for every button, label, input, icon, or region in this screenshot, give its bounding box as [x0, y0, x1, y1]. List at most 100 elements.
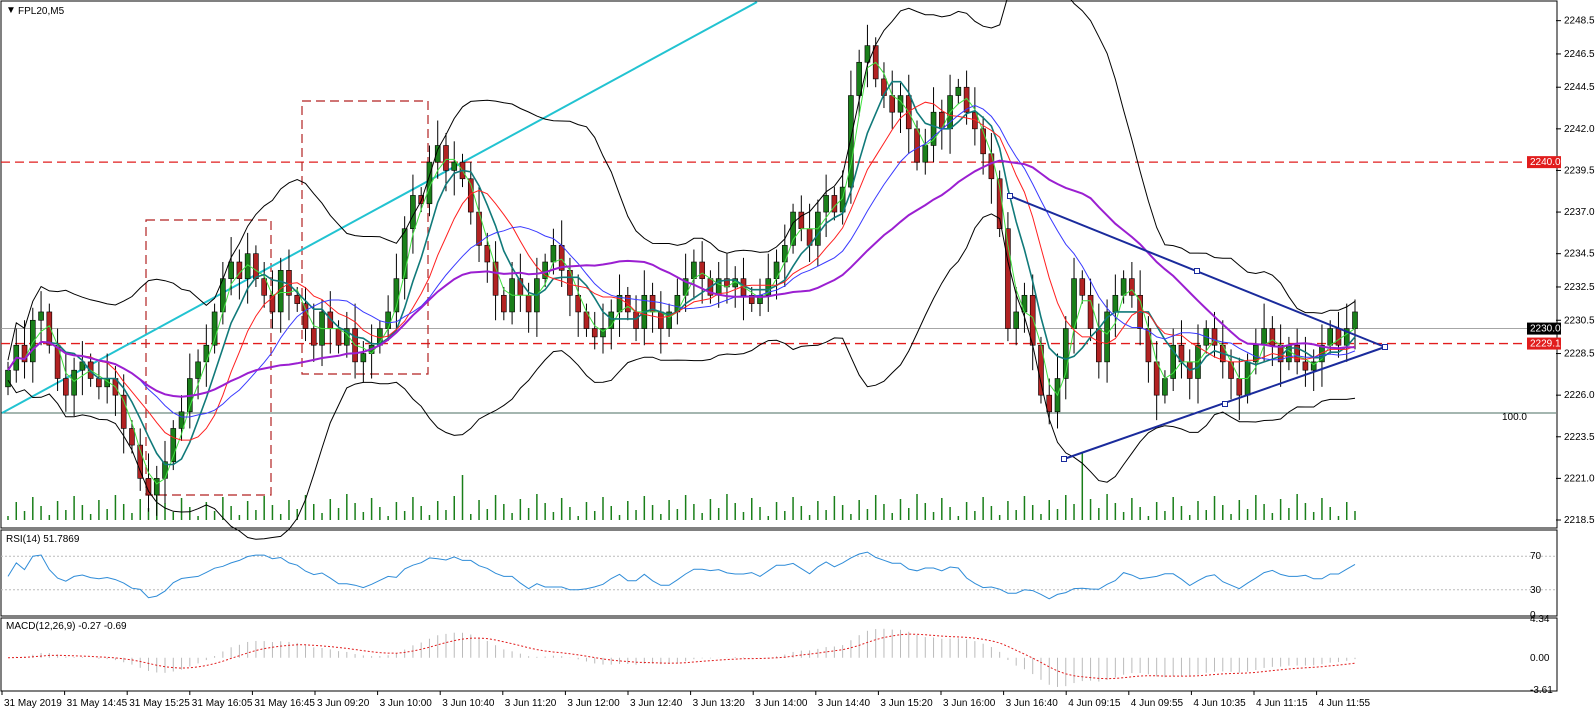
time-tick-label: 4 Jun 10:35	[1193, 698, 1246, 709]
current-price-box	[1527, 322, 1561, 335]
candle-body	[1079, 278, 1086, 296]
current-price-label: 2230.0	[1530, 324, 1561, 335]
candle-body	[467, 178, 474, 213]
candle-body	[748, 294, 755, 304]
price-tick-label: 2244.5	[1564, 82, 1595, 93]
candle-body	[38, 311, 44, 321]
candle-body	[46, 311, 53, 346]
candle-body	[1211, 328, 1218, 346]
candle-body	[1062, 328, 1069, 379]
time-tick-label: 3 Jun 14:00	[755, 698, 808, 709]
candle-body	[153, 478, 160, 496]
candle-body	[360, 353, 367, 363]
candle-body	[575, 294, 582, 313]
price-tick-label: 2232.5	[1564, 282, 1595, 293]
candle-body	[1021, 294, 1028, 313]
candle-body	[988, 153, 995, 180]
price-plot[interactable]	[1, 0, 1556, 540]
time-tick-label: 3 Jun 09:20	[317, 698, 370, 709]
rsi-tick-label: 30	[1530, 585, 1542, 596]
price-tick-label: 2226.0	[1564, 390, 1595, 401]
price-tick-label: 2228.5	[1564, 349, 1595, 360]
candle-body	[542, 261, 548, 279]
rsi-panel-frame	[0, 529, 1558, 617]
candle-body	[253, 253, 259, 279]
rsi-line	[7, 551, 1356, 600]
moving-average-line	[7, 104, 1356, 418]
candle-body	[302, 303, 309, 329]
triangle-anchor-point	[1061, 456, 1067, 462]
candle-body	[765, 278, 772, 296]
time-tick-label: 3 Jun 12:40	[630, 698, 683, 709]
level-price-label: 2240.0	[1530, 157, 1561, 168]
candle-body	[608, 311, 615, 329]
triangle-anchor-point	[1382, 344, 1388, 350]
level-price-label: 2229.1	[1530, 339, 1561, 350]
candle-body	[120, 394, 127, 429]
moving-average-line	[7, 159, 1355, 398]
candle-body	[1343, 328, 1350, 346]
price-tick-label: 2234.5	[1564, 249, 1595, 260]
candle-body	[1269, 328, 1276, 346]
candle-body	[1310, 361, 1317, 371]
candle-body	[856, 61, 862, 96]
candle-body	[666, 311, 672, 329]
candle-body	[922, 145, 929, 163]
candle-body	[591, 328, 598, 338]
candle-body	[525, 294, 532, 313]
time-tick-label: 3 Jun 14:40	[818, 698, 871, 709]
price-tick-label: 2223.5	[1564, 432, 1595, 443]
fib-level-label: 100.0	[1502, 412, 1527, 423]
candle-body	[261, 278, 267, 296]
candle-body	[170, 428, 177, 463]
candle-body	[228, 261, 234, 279]
time-tick-label: 3 Jun 10:00	[380, 698, 433, 709]
macd-label: MACD(12,26,9) -0.27 -0.69	[6, 621, 127, 632]
rsi-tick-label: 0	[1530, 610, 1536, 621]
candle-body	[1153, 361, 1160, 396]
price-tick-label: 2248.5	[1564, 16, 1595, 27]
candle-body	[1104, 311, 1110, 363]
time-tick-label: 31 May 16:45	[254, 698, 315, 709]
candle-body	[211, 311, 218, 346]
candle-body	[294, 294, 301, 304]
moving-average-line	[7, 80, 1356, 466]
candle-body	[658, 311, 664, 329]
candle-body	[1261, 328, 1267, 346]
macd-tick-label: -3.61	[1530, 685, 1553, 696]
candle-body	[335, 328, 342, 346]
axes: 2248.5 2246.5 2244.5 2242.0 2239.5 2237.0 2234…	[1, 16, 1595, 709]
rsi-label: RSI(14) 51.7869	[6, 534, 80, 545]
main-chart-frame	[0, 0, 1558, 529]
candle-body	[1294, 344, 1300, 363]
candle-body	[691, 261, 697, 279]
time-tick-label: 31 May 16:05	[192, 698, 253, 709]
candle-body	[385, 311, 391, 329]
candle-body	[1327, 328, 1334, 346]
symbol-dropdown-icon[interactable]: ▼	[6, 5, 16, 16]
level-price-box	[1527, 337, 1561, 350]
candle-body	[823, 195, 829, 213]
time-tick-label: 31 May 15:25	[129, 698, 190, 709]
candle-body	[889, 95, 896, 113]
candle-body	[1236, 378, 1243, 396]
time-tick-label: 4 Jun 11:55	[1319, 698, 1371, 709]
candle-body	[1319, 344, 1325, 363]
range-box	[301, 100, 429, 375]
candle-body	[451, 161, 458, 171]
price-tick-label: 2230.5	[1564, 315, 1595, 326]
bollinger-lower	[7, 213, 1356, 540]
candle-body	[600, 328, 606, 338]
time-tick-label: 3 Jun 13:20	[693, 698, 746, 709]
time-tick-label: 3 Jun 16:40	[1006, 698, 1059, 709]
macd-plot	[7, 628, 1356, 687]
candle-body	[137, 444, 144, 479]
macd-signal-line	[7, 633, 1356, 680]
symbol-timeframe: FPL20,M5	[18, 6, 65, 17]
candle-body	[1129, 278, 1135, 296]
candle-body	[1170, 344, 1176, 379]
candle-body	[310, 328, 317, 346]
candle-body	[1005, 228, 1011, 329]
time-tick-label: 3 Jun 15:20	[880, 698, 933, 709]
